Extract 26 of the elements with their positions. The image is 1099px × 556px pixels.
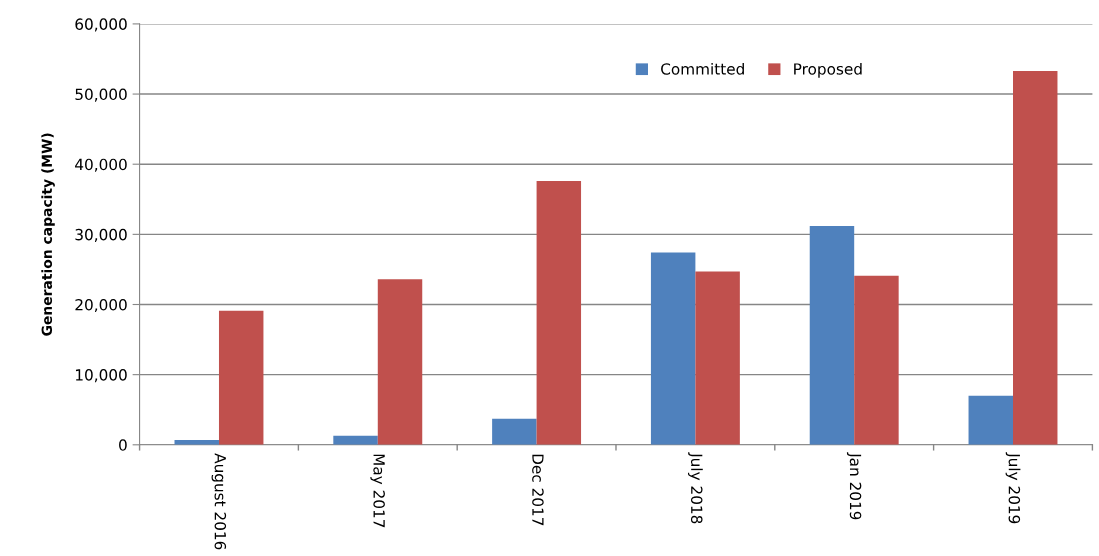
bar	[695, 271, 740, 445]
bar	[809, 225, 855, 445]
y-tick-label: 30,000	[75, 228, 127, 242]
y-tick-label: 0	[119, 439, 127, 451]
legend-label: Committed	[661, 62, 744, 75]
bar	[650, 252, 696, 445]
bar	[218, 310, 264, 445]
y-tick-label: 50,000	[75, 88, 127, 102]
x-tick-label: Dec 2017	[532, 454, 544, 526]
bar	[1013, 70, 1058, 445]
legend-label: Proposed	[794, 62, 862, 78]
bar	[492, 418, 537, 445]
bar	[854, 275, 899, 445]
x-tick-label: July 2018	[688, 452, 703, 524]
y-tick-label: 60,000	[75, 18, 127, 32]
y-tick-label: 20,000	[75, 298, 127, 313]
bar	[536, 181, 582, 445]
bar	[968, 395, 1013, 445]
x-tick-label: August 2016	[211, 453, 227, 550]
y-axis-title: Generation capacity (MW)	[41, 133, 55, 336]
bar	[377, 279, 423, 445]
x-tick-label: Jan 2019	[846, 452, 862, 520]
y-tick-label: 10,000	[75, 369, 127, 383]
x-tick-label: May 2017	[370, 454, 385, 528]
y-tick-label: 40,000	[75, 158, 127, 172]
x-tick-label: July 2019	[1005, 452, 1021, 524]
